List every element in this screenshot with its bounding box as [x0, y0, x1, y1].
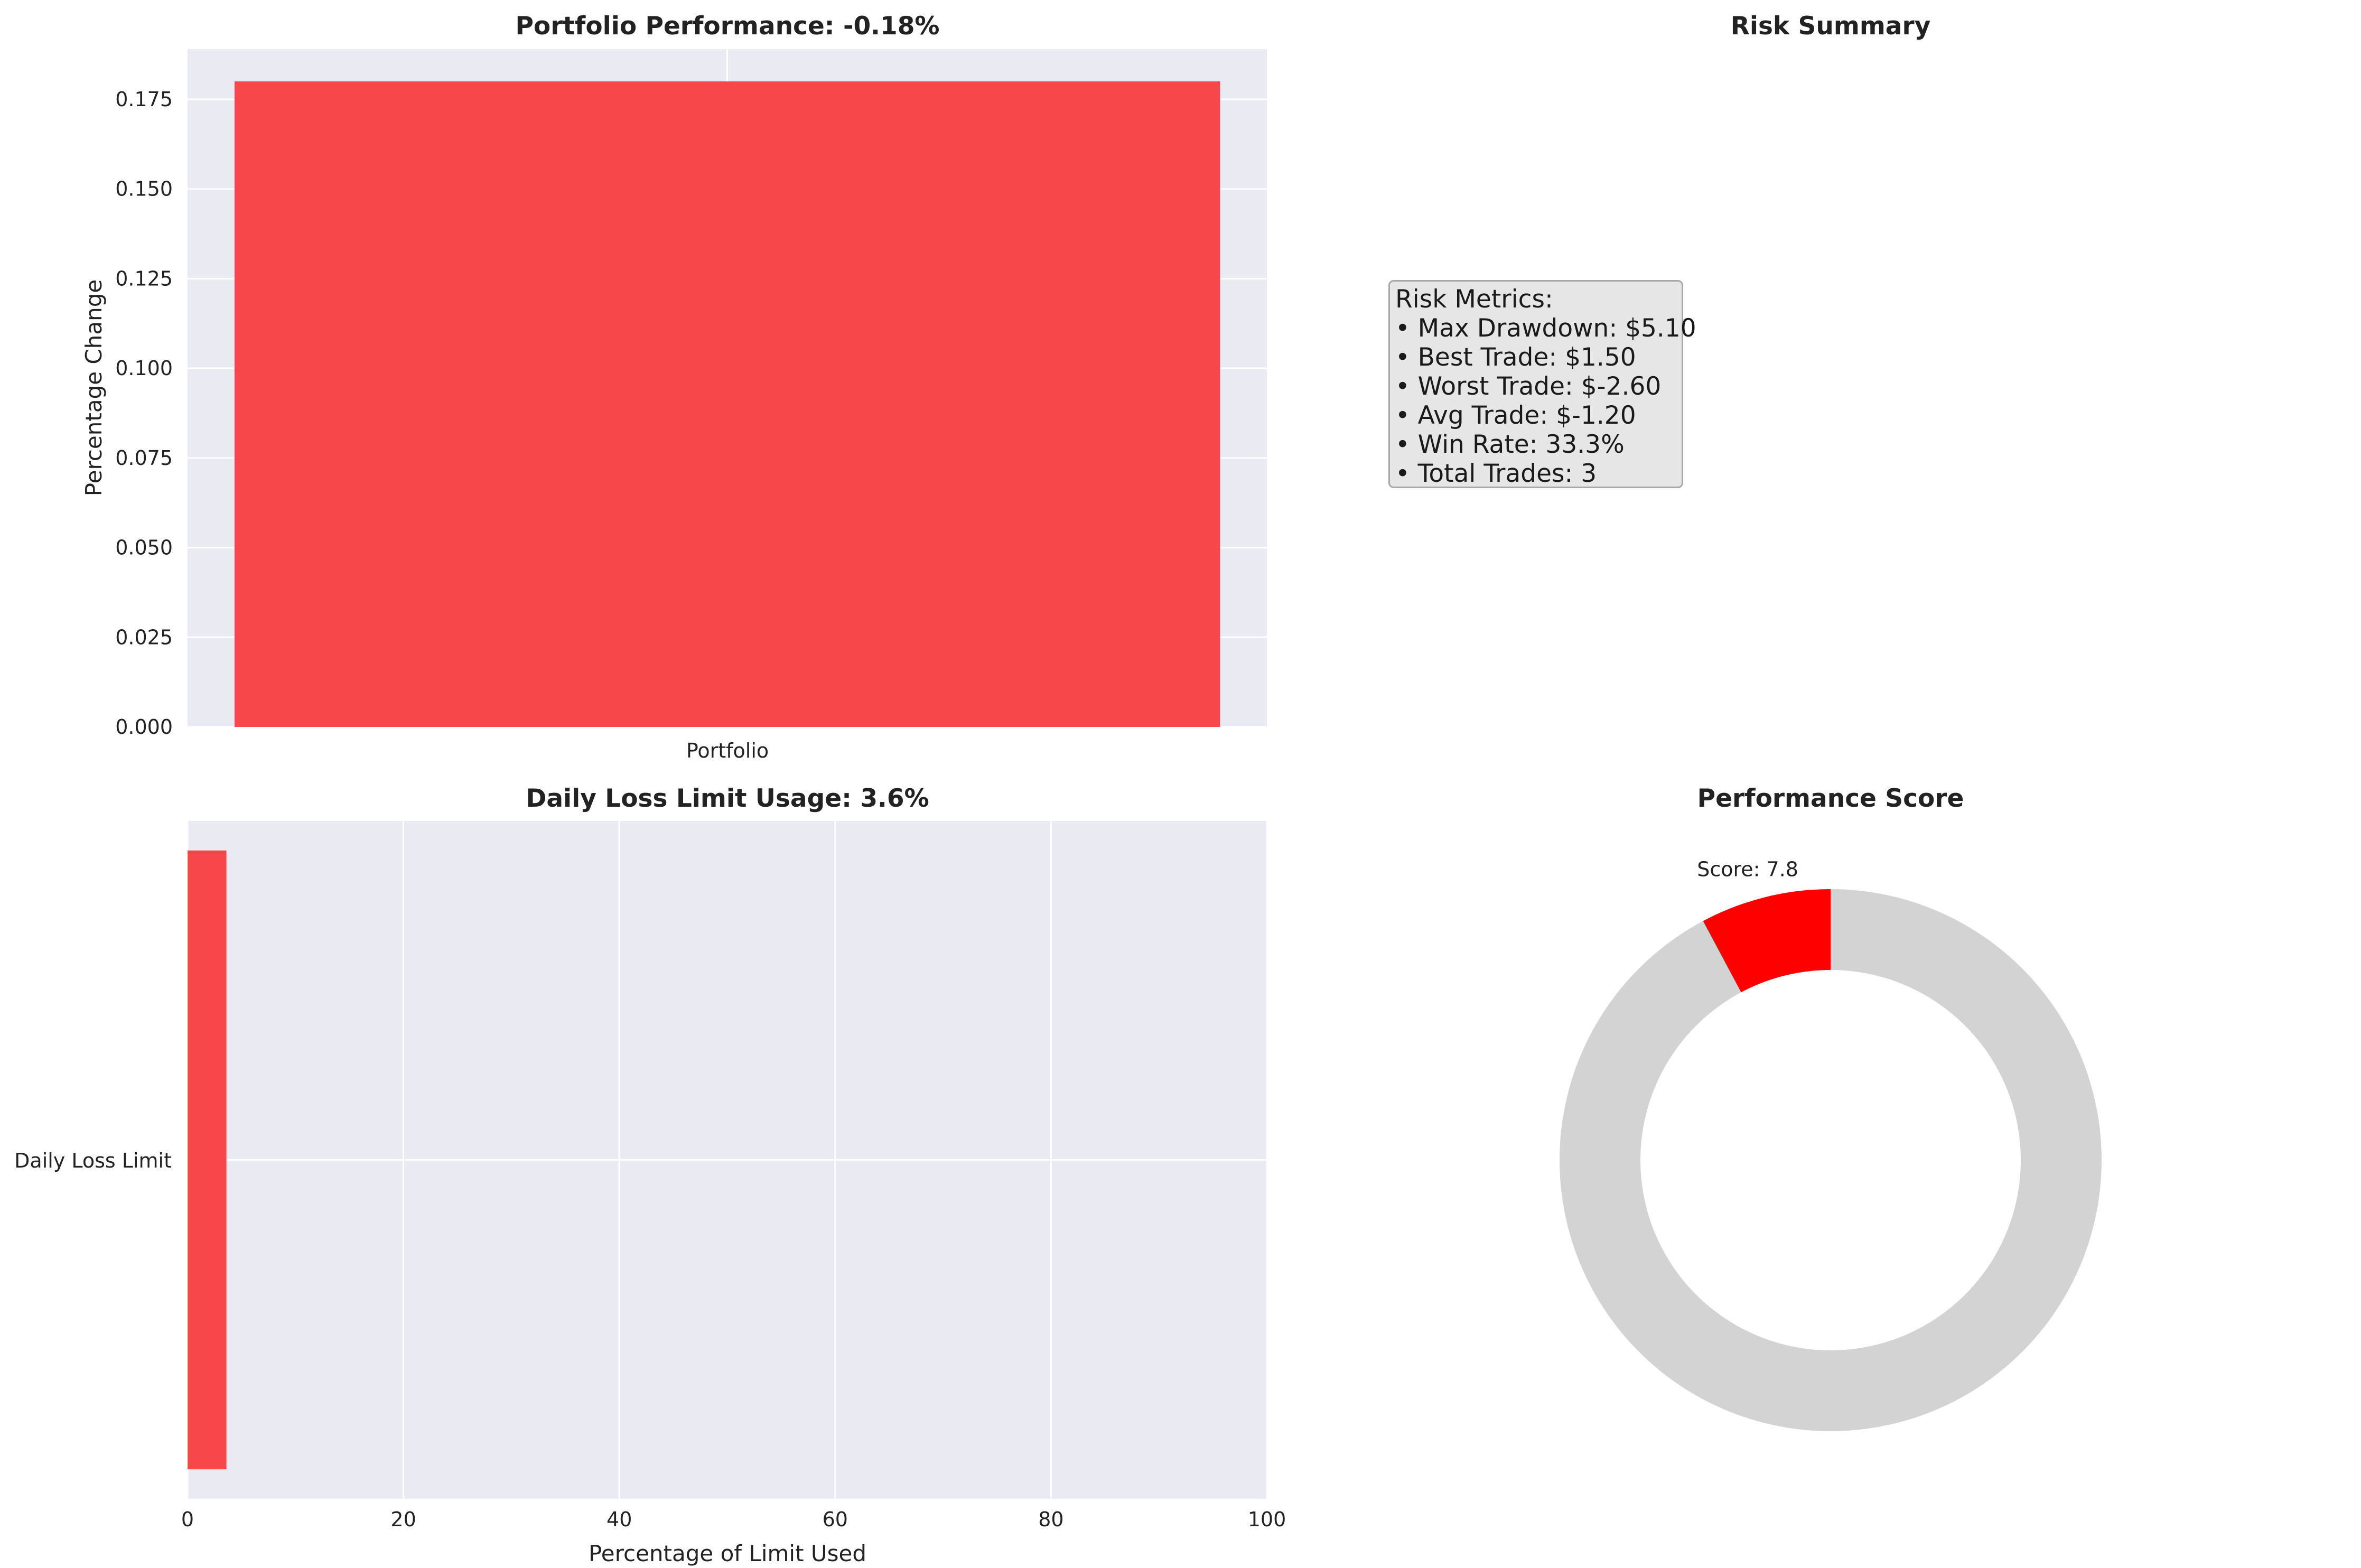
daily-loss-limit-panel: Daily Loss Limit Usage: 3.6% 0 20 40 60 80 10…: [14, 784, 1286, 1566]
loss-limit-x-ticks: 0 20 40 60 80 100: [181, 1508, 1286, 1531]
portfolio-performance-title: Portfolio Performance: -0.18%: [515, 12, 939, 41]
risk-summary-title: Risk Summary: [1731, 12, 1931, 41]
loss-limit-x-axis-label: Percentage of Limit Used: [589, 1541, 866, 1566]
loss-limit-x-tick-label: 100: [1248, 1508, 1286, 1531]
loss-limit-y-tick-label: Daily Loss Limit: [14, 1149, 172, 1172]
portfolio-y-tick-label: 0.000: [115, 715, 173, 739]
portfolio-bar: [234, 81, 1220, 727]
performance-score-label: Score: 7.8: [1697, 858, 1798, 881]
portfolio-y-tick-label: 0.100: [115, 357, 173, 380]
loss-limit-x-tick-label: 40: [606, 1508, 632, 1531]
risk-metric-total-trades: • Total Trades: 3: [1395, 459, 1597, 488]
portfolio-x-tick-label: Portfolio: [686, 739, 769, 762]
portfolio-y-tick-label: 0.050: [115, 536, 173, 559]
portfolio-y-ticks: 0.000 0.025 0.050 0.075 0.100 0.125 0.150 0.175: [115, 88, 173, 739]
portfolio-y-tick-label: 0.150: [115, 178, 173, 201]
risk-metric-worst-trade: • Worst Trade: $-2.60: [1395, 372, 1662, 401]
portfolio-y-tick-label: 0.175: [115, 88, 173, 111]
performance-score-slice: [1703, 889, 1831, 993]
loss-limit-bar: [188, 850, 227, 1470]
risk-metrics-box: Risk Metrics: • Max Drawdown: $5.10 • Be…: [1388, 280, 1696, 488]
risk-metric-max-drawdown: • Max Drawdown: $5.10: [1395, 314, 1696, 343]
performance-score-title: Performance Score: [1697, 784, 1964, 813]
performance-score-donut: [1560, 889, 2102, 1431]
portfolio-y-axis-label: Percentage Change: [81, 279, 107, 496]
loss-limit-x-tick-label: 0: [181, 1508, 194, 1531]
performance-score-panel: Performance Score Score: 7.8: [1560, 784, 2102, 1431]
risk-metric-best-trade: • Best Trade: $1.50: [1395, 343, 1636, 372]
risk-metrics-heading: Risk Metrics:: [1395, 285, 1553, 314]
risk-metric-win-rate: • Win Rate: 33.3%: [1395, 430, 1625, 459]
portfolio-performance-panel: Portfolio Performance: -0.18% 0.000 0.025…: [81, 12, 1267, 762]
portfolio-y-tick-label: 0.025: [115, 626, 173, 649]
daily-loss-limit-title: Daily Loss Limit Usage: 3.6%: [526, 784, 929, 813]
loss-limit-x-tick-label: 80: [1038, 1508, 1063, 1531]
portfolio-y-tick-label: 0.125: [115, 267, 173, 290]
risk-metric-avg-trade: • Avg Trade: $-1.20: [1395, 401, 1636, 430]
performance-remainder-slice: [1560, 889, 2102, 1431]
loss-limit-x-tick-label: 60: [823, 1508, 848, 1531]
loss-limit-x-tick-label: 20: [390, 1508, 416, 1531]
portfolio-y-tick-label: 0.075: [115, 446, 173, 470]
